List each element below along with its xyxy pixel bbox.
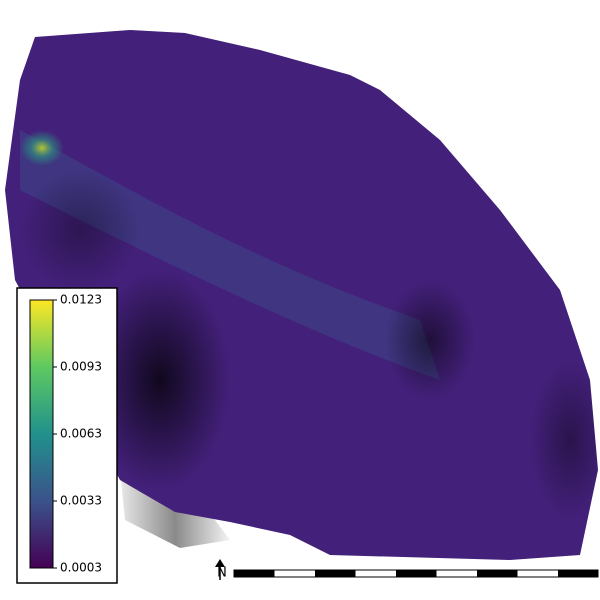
scale-bar-segment [558,570,599,577]
colorbar-tick-label: 0.0033 [60,494,102,508]
colorbar-tick-label: 0.0123 [60,293,102,307]
shadow [90,270,230,490]
shadow [385,280,475,400]
shadow [530,360,598,520]
scale-bar-segment [315,570,356,577]
shadow [20,170,140,290]
colorbar-ramp [29,299,54,569]
scale-bar-segment [396,570,437,577]
hotspot [20,130,64,166]
scale-bar-segment [477,570,518,577]
scale-bar [233,569,599,578]
colorbar-tick-label: 0.0093 [60,360,102,374]
colorbar: 0.0003 0.0033 0.0063 0.0093 0.0123 [16,287,118,584]
north-arrow: N [215,559,227,581]
scale-bar-segment [234,570,275,577]
north-label: N [217,566,227,581]
colorbar-tick-label: 0.0063 [60,427,102,441]
north-arrow-head [215,559,225,567]
colorbar-tick-label: 0.0003 [60,561,102,575]
